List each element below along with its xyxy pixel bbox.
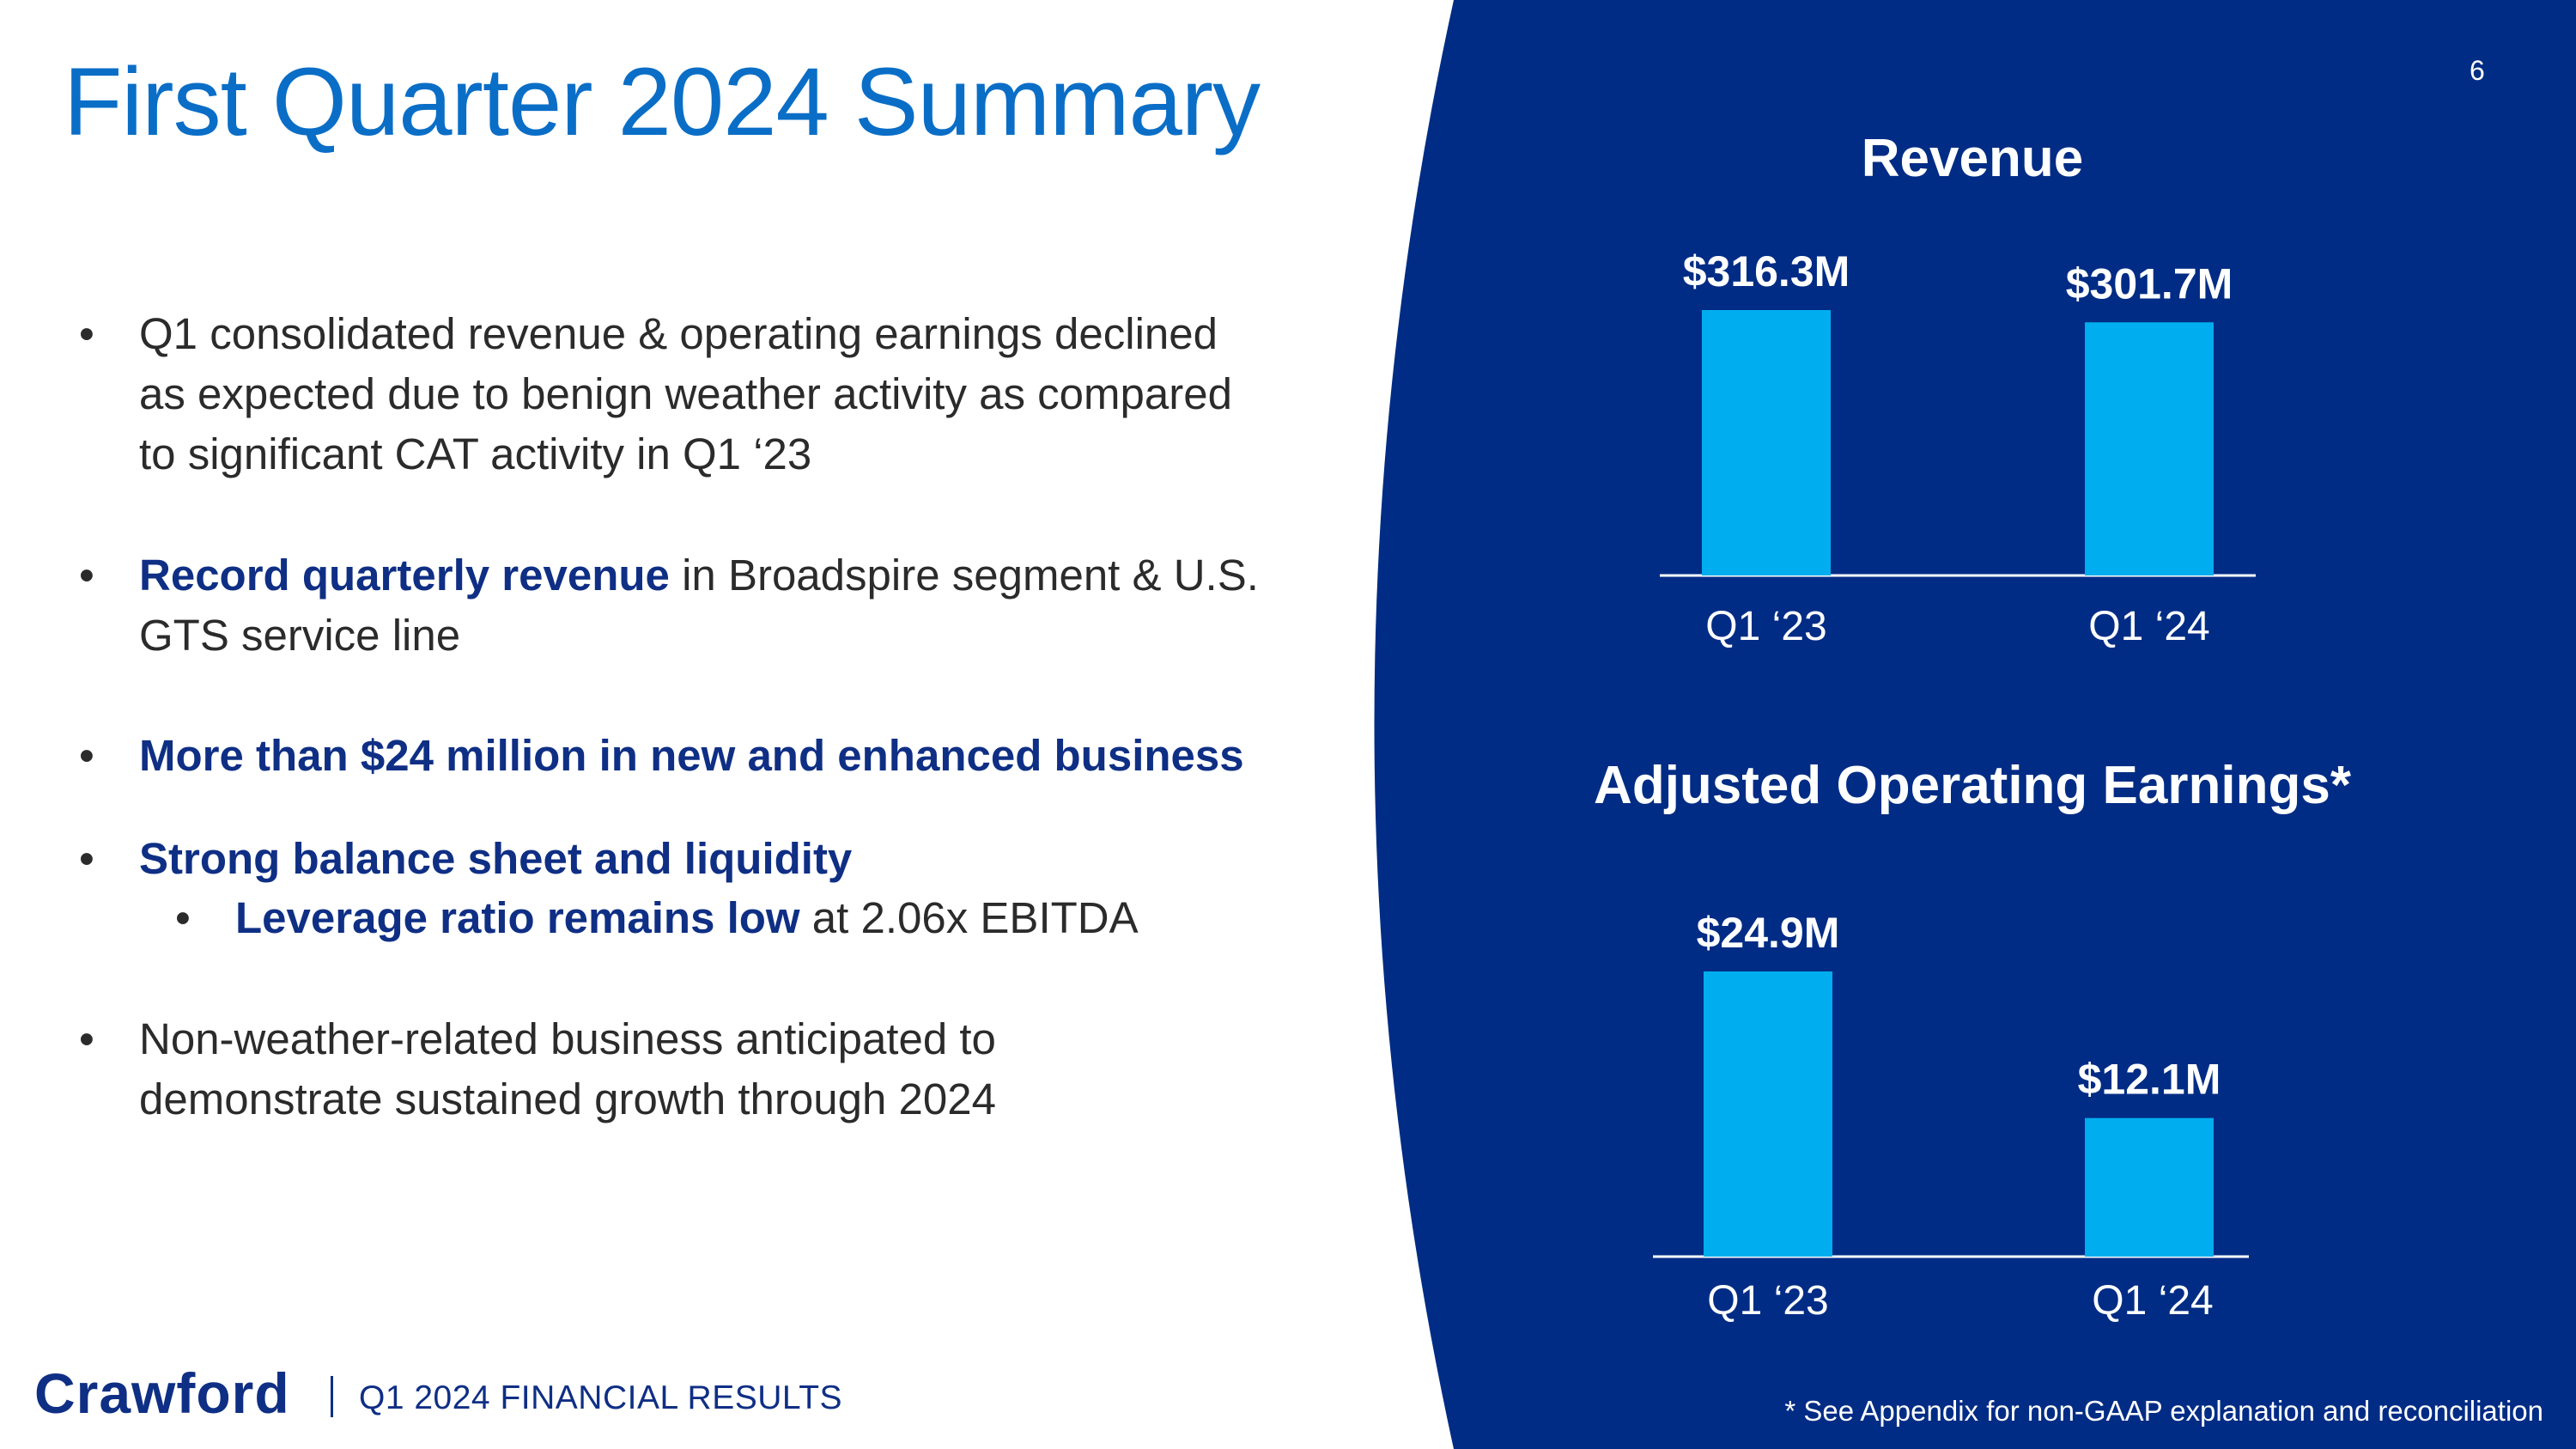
bullet-text: in Broadspire segment & U.S.: [669, 551, 1259, 600]
bullet-revenue-decline: • Q1 consolidated revenue & operating ea…: [79, 304, 1232, 484]
bar: [1704, 971, 1832, 1257]
bullet-highlight: Strong balance sheet and liquidity: [139, 834, 853, 883]
data-label: $316.3M: [1683, 247, 1850, 295]
bullet-text-line: Q1 consolidated revenue & operating earn…: [139, 309, 1218, 358]
page-title: First Quarter 2024 Summary: [64, 48, 1261, 155]
bullet-dot: •: [175, 893, 191, 942]
page-number: 6: [2470, 55, 2485, 86]
data-label: $12.1M: [2078, 1056, 2221, 1104]
footer-subtitle: Q1 2024 FINANCIAL RESULTS: [359, 1379, 843, 1416]
bullet-highlight: More than $24 million in new and enhance…: [139, 731, 1244, 780]
tick-label: Q1 ‘23: [1707, 1278, 1828, 1324]
sub-bullet-leverage: • Leverage ratio remains low at 2.06x EB…: [175, 888, 1139, 948]
bullet-dot: •: [79, 834, 94, 883]
bullet-dot: •: [79, 731, 94, 780]
data-label: $24.9M: [1697, 909, 1840, 957]
bullet-text-line: demonstrate sustained growth through 202…: [139, 1075, 996, 1123]
bullet-highlight: Leverage ratio remains low: [235, 893, 800, 942]
crawford-logo: Crawford: [34, 1361, 290, 1425]
chart-title: Revenue: [1862, 129, 2083, 188]
revenue-chart: Revenue $316.3M $301.7M Q1 ‘23 Q1 ‘24: [1660, 129, 2256, 649]
bar: [2085, 1117, 2214, 1257]
bullet-non-weather: • Non-weather-related business anticipat…: [79, 1009, 996, 1129]
bullet-text-line: Non-weather-related business anticipated…: [139, 1014, 996, 1063]
bullet-text-line: as expected due to benign weather activi…: [139, 369, 1232, 418]
chart-title: Adjusted Operating Earnings*: [1594, 756, 2352, 815]
bullet-new-business: • More than $24 million in new and enhan…: [79, 726, 1244, 786]
bar: [2085, 322, 2214, 575]
bar: [1702, 310, 1831, 575]
bullet-record-revenue: • Record quarterly revenue in Broadspire…: [79, 545, 1259, 666]
bullet-dot: •: [79, 1014, 94, 1063]
bullet-highlight: Record quarterly revenue: [139, 551, 670, 600]
tick-label: Q1 ‘24: [2088, 604, 2209, 649]
footnote: * See Appendix for non-GAAP explanation …: [1784, 1395, 2543, 1427]
bullet-text-line: to significant CAT activity in Q1 ‘23: [139, 429, 812, 478]
bullet-text-line: GTS service line: [139, 611, 461, 660]
bullet-dot: •: [79, 551, 94, 600]
earnings-chart: Adjusted Operating Earnings* $24.9M $12.…: [1594, 756, 2352, 1324]
data-label: $301.7M: [2066, 259, 2233, 307]
bullet-dot: •: [79, 309, 94, 358]
bullet-text: at 2.06x EBITDA: [799, 893, 1139, 942]
bullet-list: • Q1 consolidated revenue & operating ea…: [79, 304, 1259, 1129]
tick-label: Q1 ‘23: [1705, 604, 1826, 649]
tick-label: Q1 ‘24: [2092, 1278, 2213, 1324]
bullet-balance-sheet: • Strong balance sheet and liquidity: [79, 829, 853, 889]
footer-divider: [331, 1376, 333, 1417]
